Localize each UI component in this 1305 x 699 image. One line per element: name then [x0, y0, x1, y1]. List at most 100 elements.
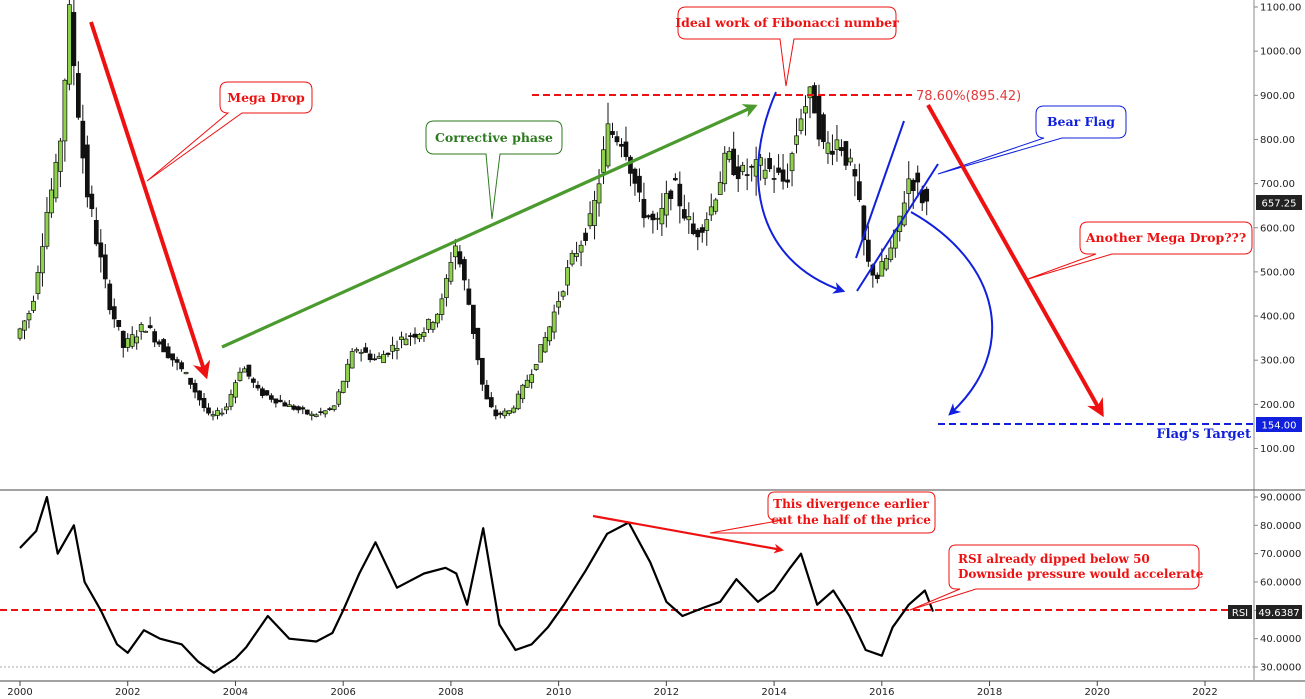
- candle: [547, 325, 553, 346]
- candle: [650, 210, 656, 234]
- candle: [771, 165, 777, 194]
- candle: [592, 190, 597, 240]
- candle: [107, 279, 113, 315]
- mega-drop-callout: Mega Drop: [146, 81, 313, 182]
- price-ytick-label: 200.00: [1260, 400, 1295, 411]
- rsi-ytick-label: 30.0000: [1260, 663, 1301, 674]
- candle: [435, 313, 440, 328]
- bear-flag-lower-line: [856, 163, 939, 292]
- candle: [349, 348, 355, 369]
- candle: [134, 330, 140, 350]
- xtick-label: 2000: [7, 687, 32, 698]
- flag-target-label: Flag's Target: [1156, 427, 1251, 442]
- candle: [556, 291, 561, 315]
- candle: [466, 278, 472, 306]
- candle: [888, 240, 894, 263]
- rsi-dip-callout: RSI already dipped below 50 Downside pre…: [909, 544, 1204, 611]
- candle: [623, 126, 629, 161]
- target-price-text: 154.00: [1262, 421, 1297, 432]
- candle: [336, 388, 342, 408]
- candle: [71, 0, 77, 86]
- candle: [412, 327, 418, 345]
- candle: [690, 212, 696, 236]
- candle: [825, 131, 831, 164]
- candle: [255, 381, 261, 391]
- candle: [861, 204, 867, 256]
- candle: [354, 347, 359, 354]
- candle: [340, 380, 346, 394]
- candle: [457, 245, 463, 268]
- candle: [260, 386, 265, 399]
- candle: [58, 137, 63, 188]
- xtick-label: 2008: [438, 687, 463, 698]
- candle: [641, 182, 647, 228]
- candle: [533, 364, 539, 371]
- corrective-phase-label: Corrective phase: [435, 130, 553, 145]
- candle: [538, 344, 544, 363]
- candle: [646, 214, 651, 220]
- candle: [318, 407, 324, 416]
- candle: [874, 272, 880, 284]
- candle: [192, 379, 198, 399]
- candle: [408, 332, 413, 346]
- price-ytick-label: 100.00: [1260, 444, 1295, 455]
- candle: [143, 330, 149, 333]
- candle: [574, 241, 579, 262]
- rsi-y-ticks: 90.000080.000070.000060.000050.000040.00…: [1254, 493, 1301, 674]
- candle: [219, 408, 225, 417]
- candle: [44, 197, 50, 250]
- candle: [84, 135, 90, 208]
- candle: [812, 82, 817, 114]
- candle: [794, 118, 799, 154]
- candle: [497, 411, 503, 419]
- candle: [587, 201, 593, 230]
- candle: [780, 154, 786, 190]
- rsi-ytick-label: 40.0000: [1260, 634, 1301, 645]
- candle: [295, 405, 301, 414]
- candle: [511, 405, 517, 414]
- candle: [897, 215, 903, 242]
- fibonacci-level-label: 78.60%(895.42): [916, 89, 1021, 104]
- xtick-label: 2022: [1192, 687, 1217, 698]
- price-candles: [17, 0, 930, 421]
- candle: [197, 390, 202, 406]
- candle: [345, 358, 351, 388]
- candle: [224, 403, 229, 414]
- candle: [358, 349, 364, 362]
- rsi-ytick-label: 90.0000: [1260, 493, 1301, 504]
- candle: [726, 146, 732, 163]
- rsi-dip-label-line1: RSI already dipped below 50: [958, 552, 1150, 566]
- bear-flag-projection-curve: [910, 211, 994, 416]
- mega-drop-arrow: [89, 21, 211, 380]
- flag-pole-curve: [757, 91, 846, 294]
- candle: [924, 186, 930, 216]
- candle: [704, 212, 710, 246]
- candle: [493, 405, 499, 420]
- candle: [394, 340, 400, 360]
- candle: [708, 193, 714, 222]
- candle: [839, 139, 844, 157]
- candle: [462, 256, 467, 291]
- candle: [246, 364, 252, 380]
- candle: [834, 124, 840, 162]
- candle: [655, 212, 660, 231]
- candle: [152, 328, 158, 348]
- candle: [722, 146, 728, 192]
- candle: [242, 366, 247, 373]
- price-ytick-label: 1100.00: [1260, 3, 1301, 14]
- candle: [484, 380, 490, 400]
- candle: [664, 180, 669, 228]
- candle: [417, 333, 422, 343]
- candle: [22, 320, 27, 340]
- candle: [277, 394, 283, 403]
- xtick-label: 2014: [761, 687, 786, 698]
- candle: [156, 339, 162, 348]
- candle: [237, 367, 243, 382]
- candle: [381, 350, 386, 364]
- candle: [444, 274, 449, 307]
- rsi-value-text: 49.6387: [1258, 608, 1299, 619]
- rsi-ytick-label: 70.0000: [1260, 549, 1301, 560]
- bear-flag-label: Bear Flag: [1047, 114, 1115, 129]
- candle: [821, 112, 826, 150]
- candle: [852, 163, 858, 197]
